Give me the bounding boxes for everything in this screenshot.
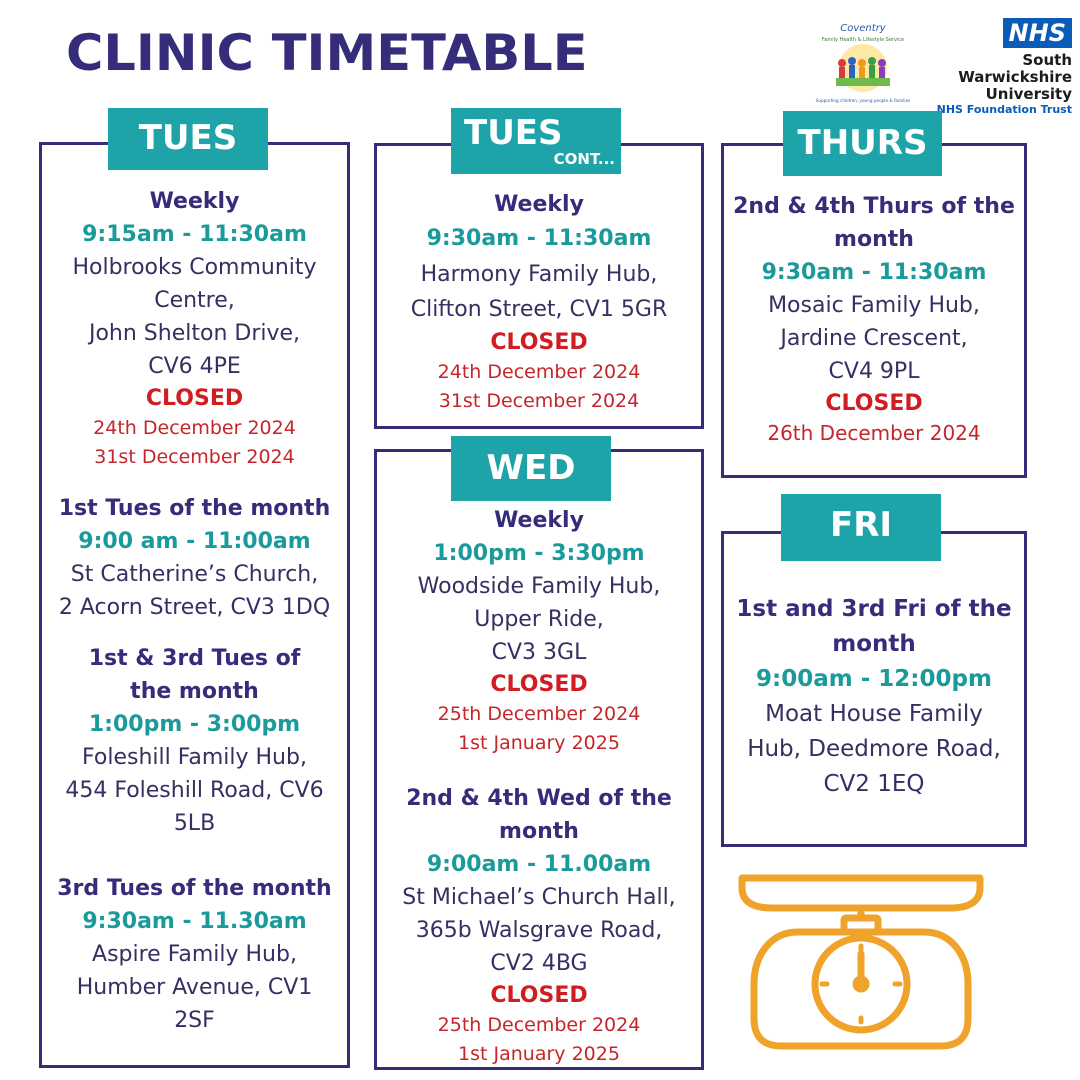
address-line: 5LB — [173, 811, 216, 836]
coventry-logo: Coventry Family Health & Lifestyle Servi… — [808, 20, 918, 106]
day-label: THURS — [797, 123, 928, 163]
time: 9:00 am - 11:00am — [78, 529, 311, 554]
frequency: 3rd Tues of the month — [57, 876, 332, 901]
time: 9:30am - 11.30am — [82, 909, 307, 934]
closed-label: CLOSED — [490, 672, 588, 697]
address-line: CV2 1EQ — [823, 771, 925, 797]
time: 9:15am - 11:30am — [82, 222, 307, 247]
frequency: month — [834, 227, 914, 252]
closed-date: 24th December 2024 — [93, 417, 296, 439]
fri-tab: FRI — [781, 494, 941, 561]
closed-date: 31st December 2024 — [438, 390, 640, 412]
nhs-trust-name-1: South Warwickshire — [958, 51, 1072, 86]
time: 9:00am - 12:00pm — [756, 666, 992, 692]
closed-date: 25th December 2024 — [437, 703, 641, 725]
closed-label: CLOSED — [825, 391, 923, 416]
tues-cont-tab: TUES CONT... — [451, 108, 621, 174]
frequency: month — [832, 631, 916, 657]
address-line: Clifton Street, CV1 5GR — [410, 297, 668, 322]
closed-date: 26th December 2024 — [767, 421, 981, 445]
frequency: the month — [130, 679, 259, 704]
page-title: CLINIC TIMETABLE — [66, 24, 588, 82]
frequency: 2nd & 4th Thurs of the — [733, 194, 1015, 219]
address-line: CV4 9PL — [828, 359, 920, 384]
thurs-panel: 2nd & 4th Thurs of the month 9:30am - 11… — [721, 143, 1027, 478]
tues-weekly-entry: Weekly 9:15am - 11:30am Holbrooks Commun… — [42, 185, 347, 472]
tues-panel: Weekly 9:15am - 11:30am Holbrooks Commun… — [39, 142, 350, 1068]
thurs-tab: THURS — [783, 111, 942, 176]
day-label: TUES — [138, 118, 238, 158]
frequency: 1st Tues of the month — [58, 496, 331, 521]
weighing-scale-icon — [730, 860, 1020, 1060]
address-line: CV2 4BG — [490, 951, 588, 976]
time: 9:30am - 11:30am — [761, 260, 987, 285]
address-line: Holbrooks Community — [72, 255, 317, 280]
closed-label: CLOSED — [490, 330, 588, 355]
fri-panel: 1st and 3rd Fri of the month 9:00am - 12… — [721, 531, 1027, 847]
address-line: Upper Ride, — [474, 607, 604, 632]
svg-text:Supporting children, young peo: Supporting children, young people & fami… — [816, 98, 911, 103]
address-line: 2SF — [174, 1008, 215, 1033]
tues-cont-panel: Weekly 9:30am - 11:30am Harmony Family H… — [374, 143, 704, 429]
address-line: Moat House Family — [765, 701, 983, 727]
closed-date: 1st January 2025 — [458, 732, 620, 754]
address-line: 454 Foleshill Road, CV6 — [65, 778, 324, 803]
time: 1:00pm - 3:00pm — [88, 712, 301, 737]
closed-date: 1st January 2025 — [458, 1043, 620, 1065]
frequency: 1st & 3rd Tues of — [88, 646, 301, 671]
nhs-trust-name-2: University — [985, 85, 1072, 103]
address-line: Centre, — [154, 288, 235, 313]
closed-label: CLOSED — [490, 983, 588, 1008]
address-line: Jardine Crescent, — [780, 326, 968, 351]
address-line: St Catherine’s Church, — [70, 562, 319, 587]
address-line: Aspire Family Hub, — [92, 942, 297, 967]
address-line: Foleshill Family Hub, — [82, 745, 307, 770]
tues-tab: TUES — [108, 108, 268, 170]
wed-second-fourth-entry: 2nd & 4th Wed of the month 9:00am - 11.0… — [377, 782, 701, 1069]
day-label: FRI — [829, 505, 893, 545]
frequency: 2nd & 4th Wed of the — [406, 786, 672, 811]
address-line: Hub, Deedmore Road, — [747, 736, 1001, 762]
tues-first-entry: 1st Tues of the month 9:00 am - 11:00am … — [42, 492, 347, 624]
frequency: month — [499, 819, 579, 844]
address-line: St Michael’s Church Hall, — [402, 885, 676, 910]
nhs-logo: NHS South Warwickshire University NHS Fo… — [912, 18, 1072, 117]
frequency: 1st and 3rd Fri of the — [736, 596, 1012, 622]
closed-date: 31st December 2024 — [94, 446, 295, 468]
tues-first-third-entry: 1st & 3rd Tues of the month 1:00pm - 3:0… — [42, 642, 347, 840]
time: 9:30am - 11:30am — [426, 226, 652, 251]
address-line: CV6 4PE — [148, 354, 241, 379]
closed-date: 25th December 2024 — [437, 1014, 641, 1036]
closed-label: CLOSED — [145, 386, 244, 411]
svg-text:Family Health & Lifestyle Serv: Family Health & Lifestyle Service — [822, 37, 904, 43]
nhs-foundation-trust: NHS Foundation Trust — [936, 103, 1072, 116]
address-line: Woodside Family Hub, — [417, 574, 661, 599]
address-line: Harmony Family Hub, — [420, 262, 658, 287]
day-label: WED — [486, 448, 576, 488]
address-line: Humber Avenue, CV1 — [76, 975, 313, 1000]
time: 9:00am - 11.00am — [426, 852, 652, 877]
tues-third-entry: 3rd Tues of the month 9:30am - 11.30am A… — [42, 872, 347, 1037]
address-line: John Shelton Drive, — [88, 321, 301, 346]
address-line: 2 Acorn Street, CV3 1DQ — [58, 595, 331, 620]
svg-text:Coventry: Coventry — [840, 23, 887, 34]
frequency: Weekly — [149, 189, 240, 214]
continued-label: CONT... — [553, 150, 615, 168]
address-line: CV3 3GL — [491, 640, 587, 665]
frequency: Weekly — [494, 192, 584, 217]
day-label: TUES — [464, 113, 563, 153]
address-line: 365b Walsgrave Road, — [415, 918, 663, 943]
address-line: Mosaic Family Hub, — [768, 293, 980, 318]
wed-weekly-entry: Weekly 1:00pm - 3:30pm Woodside Family H… — [377, 504, 701, 758]
time: 1:00pm - 3:30pm — [433, 541, 645, 566]
frequency: Weekly — [494, 508, 584, 533]
closed-date: 24th December 2024 — [437, 361, 641, 383]
wed-tab: WED — [451, 436, 611, 501]
nhs-badge: NHS — [1002, 18, 1072, 48]
wed-panel: Weekly 1:00pm - 3:30pm Woodside Family H… — [374, 449, 704, 1070]
